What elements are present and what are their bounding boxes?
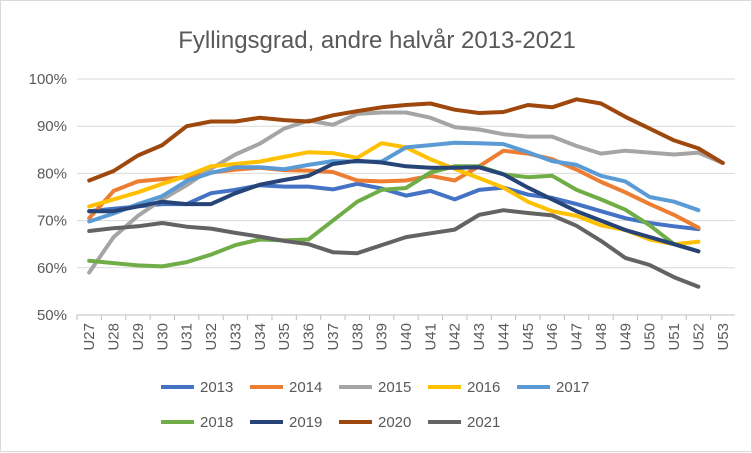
y-tick-label: 60% — [37, 260, 67, 277]
series-lines — [87, 97, 725, 289]
y-tick-label: 90% — [37, 118, 67, 135]
y-tick-label: 70% — [37, 213, 67, 230]
legend-label-2017: 2017 — [556, 379, 589, 396]
legend-label-2018: 2018 — [200, 414, 233, 431]
y-axis-ticks: 50% 60% 70% 80% 90% 100% — [29, 71, 67, 324]
series-line-2018 — [87, 164, 701, 269]
legend-label-2014: 2014 — [289, 379, 322, 396]
series-line-2019 — [87, 158, 701, 254]
x-tick-label: U37 — [325, 323, 342, 351]
series-line-2017 — [87, 140, 701, 224]
x-tick-label: U48 — [593, 323, 610, 351]
x-tick-label: U41 — [422, 323, 439, 351]
legend-label-2016: 2016 — [467, 379, 500, 396]
legend-label-2021: 2021 — [467, 414, 500, 431]
x-tick-label: U36 — [301, 323, 318, 351]
x-tick-label: U47 — [569, 323, 586, 351]
x-tick-label: U50 — [642, 323, 659, 351]
x-tick-label: U33 — [227, 323, 244, 351]
legend-label-2013: 2013 — [200, 379, 233, 396]
x-tick-label: U35 — [276, 323, 293, 351]
x-tick-label: U42 — [447, 323, 464, 351]
x-tick-label: U38 — [349, 323, 366, 351]
x-tick-label: U34 — [252, 323, 269, 351]
y-tick-label: 50% — [37, 307, 67, 324]
legend-label-2015: 2015 — [378, 379, 411, 396]
x-tick-label: U27 — [81, 323, 98, 351]
series-line-2014 — [87, 148, 701, 230]
x-tick-label: U29 — [130, 323, 147, 351]
series-line-2021 — [87, 208, 701, 289]
legend-label-2019: 2019 — [289, 414, 322, 431]
x-tick-label: U32 — [203, 323, 220, 351]
series-line-2020 — [87, 97, 725, 183]
legend-label-2020: 2020 — [378, 414, 411, 431]
chart-title: Fyllingsgrad, andre halvår 2013-2021 — [178, 27, 576, 54]
legend: 2013 2014 2015 2016 2017 2018 2019 2020 2021 — [161, 379, 589, 431]
x-tick-label: U44 — [495, 323, 512, 351]
x-tick-label: U53 — [715, 323, 732, 351]
x-tick-label: U51 — [666, 323, 683, 351]
x-tick-label: U31 — [179, 323, 196, 351]
x-tick-label: U39 — [374, 323, 391, 351]
x-axis-ticks: U27 U28 U29 U30 U31 U32 U33 U34 U35 U36 U37 U38 U39 U… — [76, 315, 732, 351]
y-tick-label: 80% — [37, 165, 67, 182]
series-line-2016 — [87, 141, 701, 247]
x-tick-label: U45 — [520, 323, 537, 351]
x-tick-label: U28 — [106, 323, 123, 351]
x-tick-label: U43 — [471, 323, 488, 351]
x-tick-label: U30 — [154, 323, 171, 351]
x-tick-label: U52 — [690, 323, 707, 351]
x-tick-label: U49 — [617, 323, 634, 351]
x-tick-label: U40 — [398, 323, 415, 351]
x-tick-label: U46 — [544, 323, 561, 351]
y-tick-label: 100% — [29, 71, 67, 88]
